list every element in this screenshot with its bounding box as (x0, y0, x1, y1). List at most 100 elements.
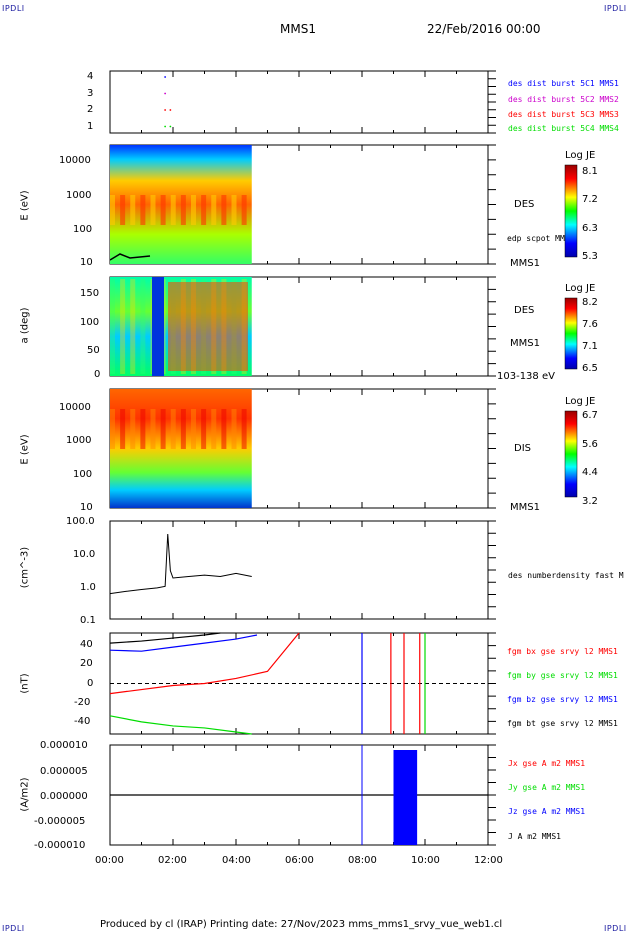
colorbar-title-3: Log JE (565, 396, 596, 407)
heatmap-pitch-band (152, 277, 164, 376)
heatmap-stripe (221, 195, 227, 225)
heatmap-stripe (110, 195, 115, 225)
date-title: 22/Feb/2016 00:00 (427, 22, 541, 36)
heatmap-stripe (191, 409, 196, 449)
heatmap-stripe (140, 195, 146, 225)
colorbar-tick: 5.3 (582, 251, 598, 262)
sc-label-2: MMS1 (510, 338, 540, 349)
ytick-label: 0.000005 (40, 766, 88, 777)
heatmap-stripe (180, 195, 186, 225)
xtick-label: 12:00 (474, 855, 503, 866)
ytick-label: -0.000010 (34, 840, 86, 851)
heatmap-stripe (211, 409, 217, 449)
scpot-line (109, 253, 151, 261)
instrument-label-des-1: DES (514, 199, 535, 210)
colorbar-tick: 6.7 (582, 410, 598, 421)
xtick-label: 04:00 (222, 855, 251, 866)
ytick-label: -0.000005 (34, 816, 86, 827)
legend-jx: Jx gse A m2 MMS1 (508, 759, 586, 768)
heatmap-stripe (211, 195, 217, 225)
colorbar-3 (564, 410, 578, 498)
fgm-series-1 (109, 632, 300, 695)
ytick-label: 150 (80, 288, 100, 299)
energy-range-label: 103-138 eV (497, 371, 555, 382)
legend-j: J A m2 MMS1 (508, 832, 561, 841)
corner-label-top-right: IPDLI (604, 4, 627, 13)
colorbar-tick: 7.6 (582, 319, 598, 330)
ytick-label: 4 (87, 71, 94, 82)
colorbar-tick: 7.1 (582, 341, 598, 352)
heatmap-stripe (120, 279, 126, 374)
legend-burst-3: des dist burst 5C3 MMS3 (508, 110, 619, 119)
xtick-label: 08:00 (348, 855, 377, 866)
heatmap-stripe (150, 195, 156, 225)
legend-fgm-bx: fgm bx gse srvy l2 MMS1 (507, 647, 618, 656)
heatmap-stripe (201, 195, 207, 225)
heatmap-stripe (241, 409, 247, 449)
corner-label-top-left: IPDLI (2, 4, 25, 13)
burst-point (169, 109, 172, 111)
ytick-label: 2 (87, 104, 94, 115)
ytick-label: 0 (87, 678, 94, 689)
legend-burst-1: des dist burst 5C1 MMS1 (508, 79, 619, 88)
spacecraft-title: MMS1 (280, 22, 316, 36)
ytick-label: 0 (94, 369, 101, 380)
ytick-label: 10.0 (73, 549, 96, 560)
ytick-label: 1 (87, 121, 94, 132)
ytick-label: 10 (80, 257, 93, 268)
xtick-label: 00:00 (95, 855, 124, 866)
corner-label-bottom-right: IPDLI (604, 924, 627, 933)
ytick-label: 0.000000 (40, 791, 88, 802)
legend-fgm-bt: fgm bt gse srvy l2 MMS1 (507, 719, 618, 728)
ytick-label: 100.0 (66, 516, 95, 527)
colorbar-tick: 6.5 (582, 363, 598, 374)
legend-jz: Jz gse A m2 MMS1 (508, 807, 586, 816)
ytick-label: 0.1 (80, 615, 96, 626)
legend-burst-2: des dist burst 5C2 MMS2 (508, 95, 619, 104)
footer-text: Produced by cl (IRAP) Printing date: 27/… (100, 919, 503, 930)
xtick-label: 06:00 (285, 855, 314, 866)
ytick-label: 20 (80, 658, 93, 669)
heatmap-stripe (170, 409, 176, 449)
heatmap-stripe (140, 279, 146, 374)
heatmap-stripe (241, 195, 247, 225)
burst-point (169, 125, 172, 128)
heatmap-stripe (130, 409, 136, 449)
legend-burst-4: des dist burst 5C4 MMS4 (508, 124, 619, 133)
colorbar-tick: 6.3 (582, 223, 598, 234)
heatmap-stripe (191, 195, 196, 225)
ytick-label: 1000 (66, 435, 92, 446)
colorbar-tick: 7.2 (582, 194, 598, 205)
ytick-label: -40 (74, 716, 91, 727)
heatmap-stripe (120, 195, 126, 225)
colorbar-2 (564, 297, 578, 370)
current-burst-block (393, 750, 418, 845)
burst-point (164, 109, 167, 111)
heatmap-stripe (110, 409, 115, 449)
sc-label-3: MMS1 (510, 502, 540, 513)
legend-jy: Jy gse A m2 MMS1 (508, 783, 586, 792)
ytick-label: -20 (74, 697, 91, 708)
sc-label-1: MMS1 (510, 258, 540, 269)
ytick-label: 40 (80, 639, 93, 650)
colorbar-tick: 5.6 (582, 439, 598, 450)
ytick-label: 100 (73, 224, 93, 235)
panel-frame-1 (109, 70, 489, 134)
fgm-series-2 (109, 715, 252, 735)
heatmap-stripe (221, 409, 227, 449)
ytick-label: 10000 (59, 402, 91, 413)
fgm-series-3 (109, 634, 258, 652)
heatmap-stripe (170, 195, 176, 225)
ytick-label: 50 (87, 345, 100, 356)
heatmap-stripe (130, 279, 136, 374)
ytick-label: 100 (80, 317, 100, 328)
legend-density: des numberdensity fast M (508, 571, 624, 580)
heatmap-stripe (140, 409, 146, 449)
colorbar-tick: 8.1 (582, 166, 598, 177)
heatmap-stripe (160, 195, 166, 225)
ytick-label: 10 (80, 502, 93, 513)
ytick-label: 100 (73, 469, 93, 480)
ytick-label: 10000 (59, 155, 91, 166)
fgm-series-4 (109, 632, 221, 644)
